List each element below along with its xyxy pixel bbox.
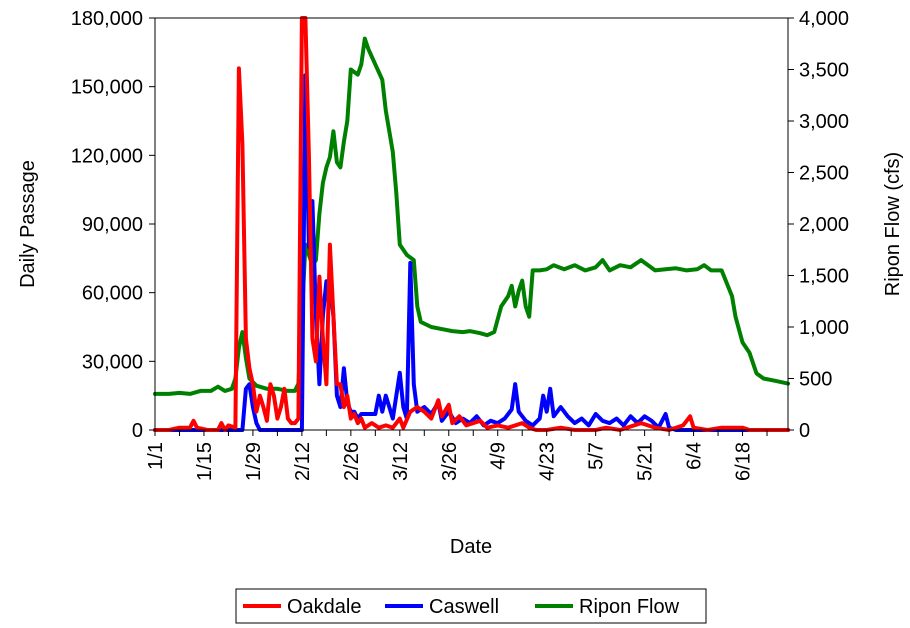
x-tick-label: 5/21 [635,442,657,481]
legend: Oakdale Caswell Ripon Flow [235,588,707,624]
x-tick-label: 1/1 [145,442,167,470]
y2-tick-label: 500 [799,369,832,391]
x-tick-label: 3/26 [439,442,461,481]
series-line-ripon-flow [153,36,790,396]
y-tick-label: 30,000 [82,351,143,373]
legend-label-oakdale: Oakdale [287,596,362,618]
y2-tick-label: 0 [799,420,810,442]
legend-label-ripon-flow: Ripon Flow [579,596,680,618]
y-tick-label: 180,000 [71,8,143,30]
axes-layer: 0 30,000 60,000 90,000 120,000 150,000 180,000… [71,8,849,481]
series-line-oakdale [153,16,790,432]
x-tick-label: 1/29 [243,442,265,481]
x-tick-label: 6/4 [684,442,706,470]
y2-tick-label: 1,000 [799,317,849,339]
y2-tick-label: 1,500 [799,266,849,288]
x-tick-label: 1/15 [194,442,216,481]
y2-tick-label: 2,000 [799,214,849,236]
x-axis-title: Date [450,536,492,558]
x-tick-label: 2/26 [341,442,363,481]
y-tick-label: 150,000 [71,77,143,99]
y-tick-label: 0 [132,420,143,442]
y-tick-label: 90,000 [82,214,143,236]
y-tick-label: 120,000 [71,145,143,167]
y2-tick-label: 3,500 [799,60,849,82]
y2-tick-label: 3,000 [799,111,849,133]
y2-axis-title: Ripon Flow (cfs) [882,152,904,296]
x-tick-label: 4/9 [488,442,510,470]
legend-label-caswell: Caswell [429,596,499,618]
y-axis-title: Daily Passage [17,160,39,288]
x-tick-label: 6/18 [733,442,755,481]
series-layer [153,16,790,432]
legend-box [235,588,707,624]
y2-tick-label: 2,500 [799,163,849,185]
y-tick-label: 60,000 [82,283,143,305]
x-tick-label: 4/23 [537,442,559,481]
x-tick-label: 5/7 [586,442,608,470]
x-tick-label: 3/12 [390,442,412,481]
x-tick-label: 2/12 [292,442,314,481]
y2-tick-label: 4,000 [799,8,849,30]
